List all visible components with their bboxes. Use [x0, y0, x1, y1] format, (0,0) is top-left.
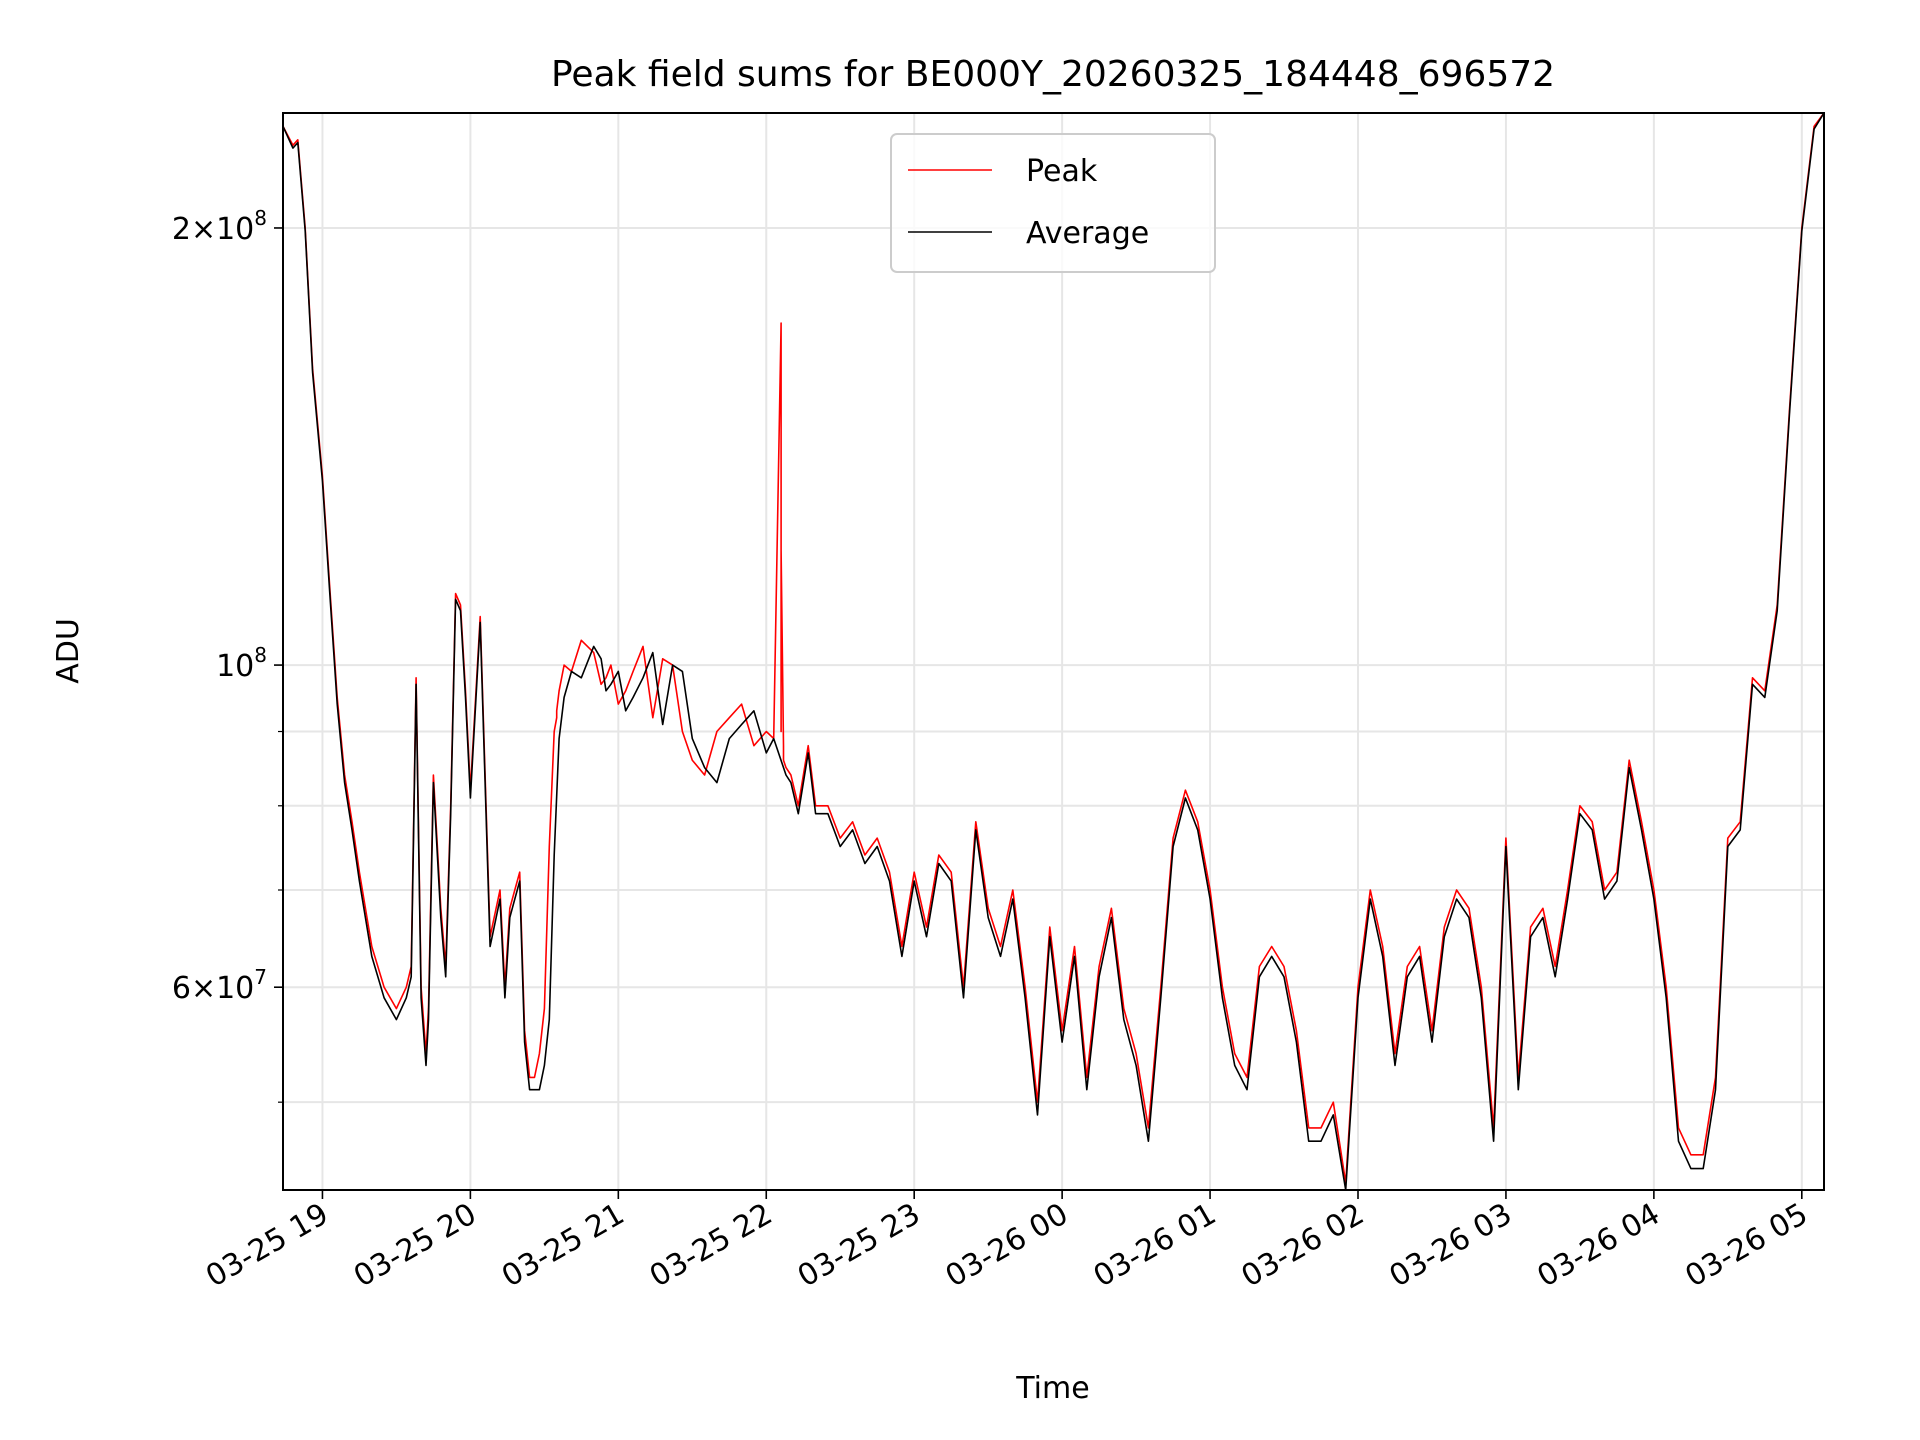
legend-label-average: Average [1026, 216, 1149, 251]
y-axis-label: ADU [51, 618, 86, 684]
grid [283, 113, 1824, 1190]
series-line-average [282, 112, 1825, 1191]
y-tick-label: 2×108 [172, 206, 267, 247]
legend: Peak Average [890, 133, 1216, 273]
x-axis-label: Time [1015, 1371, 1089, 1406]
legend-box [890, 133, 1216, 273]
y-tick-label: 6×107 [172, 965, 267, 1006]
axes-frame [282, 112, 1825, 1191]
plot-lines [282, 112, 1825, 1191]
legend-label-peak: Peak [1026, 154, 1098, 189]
chart-title: Peak field sums for BE000Y_20260325_1844… [551, 54, 1555, 95]
